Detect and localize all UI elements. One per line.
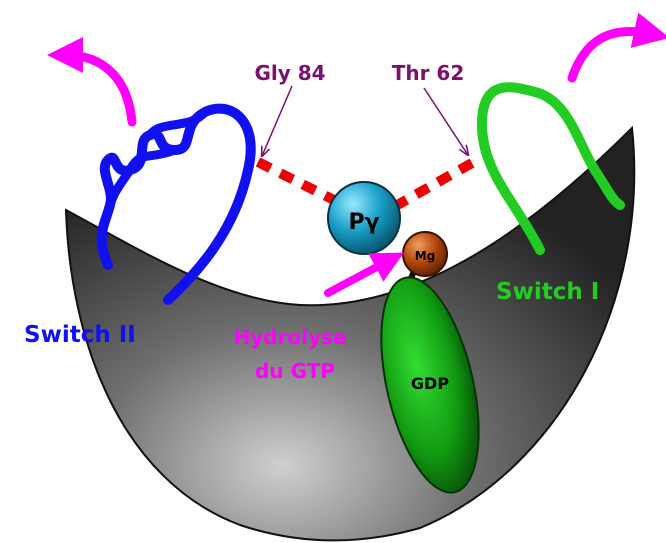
gdp-label: GDP <box>411 374 449 393</box>
hydrolyse-label-line2: du GTP <box>255 359 335 383</box>
hydrolysis-arrow <box>324 252 405 297</box>
gly84-bond <box>255 157 347 210</box>
gly84-label: Gly 84 <box>254 61 325 85</box>
switch2-helix-coils <box>105 107 210 210</box>
pgamma-label: Pγ <box>348 210 379 235</box>
gdp-molecule <box>380 276 480 494</box>
mg-label: Mg <box>415 249 436 263</box>
thr62-label: Thr 62 <box>392 61 465 85</box>
binding-pocket <box>64 125 636 542</box>
hydrolyse-label-line1: Hydrolyse <box>233 325 346 349</box>
switch2-helix <box>96 103 256 305</box>
switch1-label: Switch I <box>496 279 599 305</box>
switch2-motion-arrow <box>47 37 137 127</box>
switch1-loop <box>476 82 625 255</box>
pgamma-sphere <box>327 181 401 255</box>
switch1-motion-arrow <box>567 12 666 83</box>
thr62-bond <box>389 158 475 213</box>
switch2-label: Switch II <box>24 322 136 348</box>
gly84-pointer <box>262 85 293 156</box>
thr62-pointer <box>423 87 468 155</box>
